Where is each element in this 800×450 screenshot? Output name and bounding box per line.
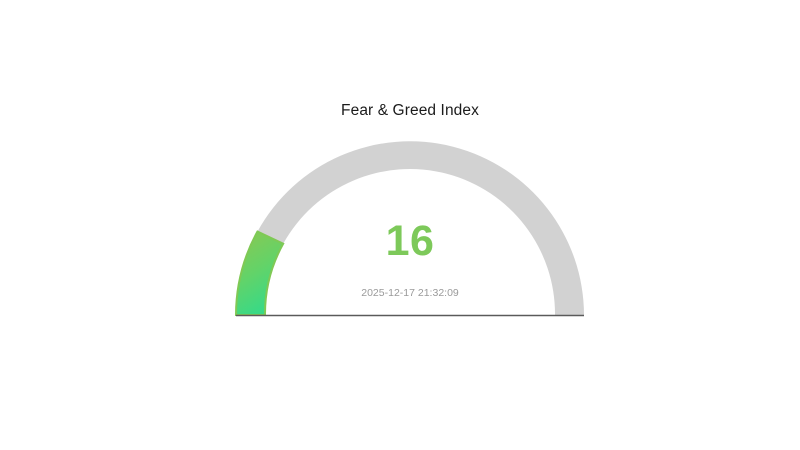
gauge-track-arc [257,141,584,315]
gauge-progress-arc [234,230,285,316]
gauge-timestamp: 2025-12-17 21:32:09 [361,287,459,299]
gauge-value-readout: 16 [385,217,435,265]
page-title: Fear & Greed Index [341,102,479,119]
